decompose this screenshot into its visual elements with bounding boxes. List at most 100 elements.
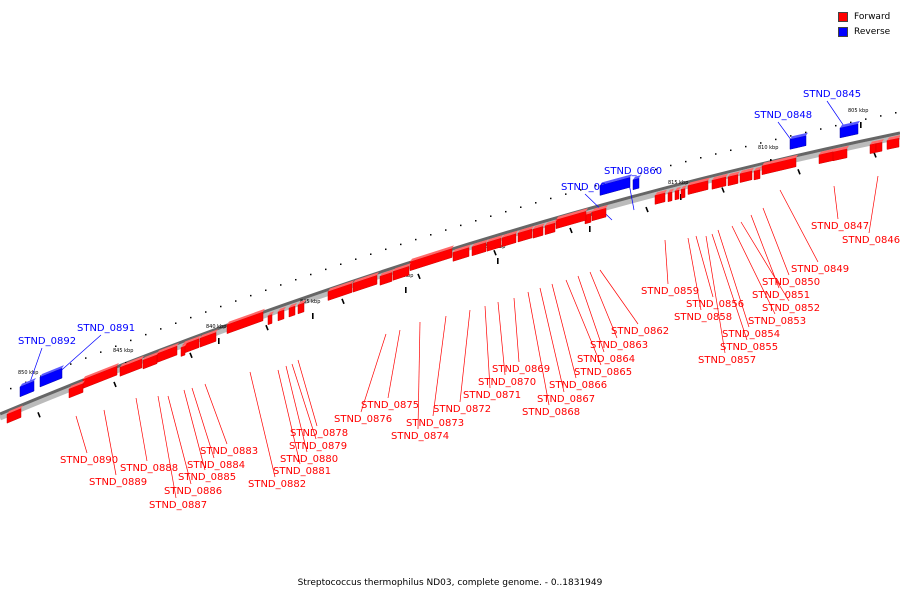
kbp-label: 845 kbp <box>113 348 133 354</box>
forward-gene-label: STND_0875 <box>361 400 419 411</box>
forward-gene-label: STND_0851 <box>752 290 810 301</box>
forward-gene-top <box>328 280 354 292</box>
lower-tick <box>569 227 573 234</box>
forward-leader-line <box>459 309 471 403</box>
forward-leader-line <box>705 235 726 354</box>
forward-leader-line <box>360 333 387 413</box>
forward-gene-top <box>278 306 286 312</box>
forward-gene-label: STND_0868 <box>522 407 580 418</box>
legend-reverse: Reverse <box>838 24 890 39</box>
forward-gene-label: STND_0869 <box>492 364 550 375</box>
minor-tick <box>550 197 552 200</box>
forward-gene-top <box>181 342 187 348</box>
forward-gene-top <box>833 145 849 152</box>
forward-gene-top <box>183 335 201 345</box>
gene-blocks <box>6 120 900 424</box>
forward-gene-top <box>876 139 884 144</box>
forward-gene-top <box>502 230 518 238</box>
forward-gene-block <box>471 242 487 257</box>
lower-tick <box>873 152 877 158</box>
reverse-gene-label: STND_0861 <box>561 182 619 193</box>
forward-gene-top <box>585 210 593 215</box>
minor-tick <box>445 229 447 231</box>
forward-gene-top <box>143 351 159 360</box>
minor-tick <box>355 258 357 260</box>
forward-leader-line <box>135 397 148 462</box>
minor-tick <box>340 263 342 266</box>
minor-tick <box>220 305 222 308</box>
minor-tick <box>160 328 162 330</box>
forward-gene-top <box>728 171 740 177</box>
forward-gene-top <box>157 342 179 354</box>
forward-gene-top <box>487 235 503 243</box>
legend-forward-label: Forward <box>854 11 891 22</box>
major-tick <box>405 287 407 293</box>
forward-leader-line <box>577 275 605 353</box>
forward-gene-label: STND_0846 <box>842 235 900 246</box>
forward-leader-line <box>497 301 506 376</box>
kbp-label: 810 kbp <box>758 145 778 151</box>
lower-tick <box>721 187 725 193</box>
forward-gene-label: STND_0870 <box>478 377 536 388</box>
forward-gene-top <box>7 405 23 415</box>
forward-gene-top <box>69 380 85 389</box>
leader-lines <box>27 100 879 499</box>
minor-tick <box>595 184 597 187</box>
forward-gene-top <box>200 329 218 339</box>
forward-leader-line <box>711 233 748 341</box>
forward-gene-block <box>886 137 900 150</box>
forward-gene-label: STND_0887 <box>149 500 207 511</box>
forward-leader-line <box>417 321 421 430</box>
forward-gene-label: STND_0882 <box>248 479 306 490</box>
forward-gene-label: STND_0853 <box>748 316 806 327</box>
forward-swatch <box>838 11 848 22</box>
minor-tick <box>580 189 582 191</box>
forward-gene-label: STND_0847 <box>811 221 869 232</box>
minor-tick <box>475 220 477 222</box>
forward-leader-line <box>779 189 819 263</box>
minor-tick <box>715 153 717 155</box>
forward-gene-top <box>289 302 297 309</box>
forward-gene-block <box>654 192 666 205</box>
forward-leader-line <box>167 395 192 485</box>
forward-leader-line <box>249 371 276 478</box>
minor-tick <box>685 160 687 163</box>
forward-leader-line <box>589 271 618 339</box>
forward-gene-top <box>887 135 900 141</box>
forward-gene-top <box>83 362 119 380</box>
forward-gene-top <box>518 225 534 233</box>
forward-gene-label: STND_0878 <box>290 428 348 439</box>
forward-leader-line <box>527 291 550 406</box>
forward-leader-line <box>157 395 177 499</box>
forward-gene-top <box>393 263 411 272</box>
forward-leader-line <box>664 239 669 285</box>
lower-tick <box>493 249 497 256</box>
minor-tick <box>670 164 672 167</box>
reverse-gene-top <box>840 120 860 128</box>
minor-tick <box>700 157 702 159</box>
kbp-label: 840 kbp <box>206 324 226 330</box>
minor-tick <box>190 316 192 319</box>
forward-gene-label: STND_0865 <box>574 367 632 378</box>
forward-gene-top <box>870 140 878 145</box>
forward-leader-line <box>551 283 577 379</box>
forward-gene-top <box>675 186 681 191</box>
major-tick <box>497 258 499 264</box>
minor-tick <box>730 149 732 152</box>
forward-gene-block <box>277 309 285 322</box>
ruler-ticks <box>10 112 897 418</box>
forward-gene-top <box>120 355 144 368</box>
forward-gene-label: STND_0874 <box>391 431 449 442</box>
forward-gene-block <box>452 247 470 262</box>
forward-gene-label: STND_0889 <box>89 477 147 488</box>
forward-gene-label: STND_0872 <box>433 404 491 415</box>
forward-gene-label: STND_0867 <box>537 394 595 405</box>
minor-tick <box>70 363 72 365</box>
forward-gene-top <box>740 167 754 174</box>
forward-gene-block <box>674 189 680 201</box>
forward-leader-line <box>484 305 491 389</box>
reverse-gene-top <box>600 174 632 186</box>
forward-leader-line <box>285 365 308 453</box>
reverse-gene-top <box>20 378 36 387</box>
